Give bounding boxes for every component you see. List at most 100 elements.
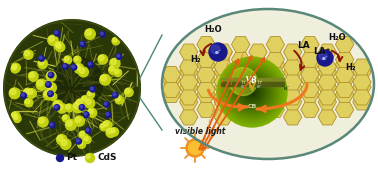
Circle shape [113,93,116,96]
Circle shape [46,82,51,87]
Polygon shape [335,37,354,53]
Polygon shape [266,57,285,72]
Polygon shape [197,82,215,97]
Polygon shape [301,66,319,82]
Circle shape [237,77,267,107]
Circle shape [65,119,76,130]
Circle shape [74,63,84,73]
Circle shape [109,66,114,71]
Circle shape [250,90,254,94]
Circle shape [39,56,42,59]
Circle shape [88,109,93,114]
Circle shape [100,74,110,85]
Circle shape [82,96,86,101]
Circle shape [46,83,56,93]
Polygon shape [284,59,302,75]
Circle shape [110,58,120,69]
Circle shape [11,65,19,73]
Circle shape [245,85,259,99]
Polygon shape [318,94,336,110]
Circle shape [27,89,36,98]
Text: e⁻: e⁻ [215,49,221,55]
Circle shape [24,50,33,59]
Circle shape [81,96,90,104]
Circle shape [38,59,47,69]
Circle shape [115,96,123,104]
Circle shape [57,104,67,113]
Circle shape [25,99,30,104]
Circle shape [84,136,91,143]
Circle shape [66,105,70,109]
Circle shape [221,61,283,123]
Circle shape [54,101,59,106]
Polygon shape [318,89,336,105]
Circle shape [55,105,57,108]
Ellipse shape [162,9,374,159]
Text: H₂: H₂ [346,64,356,72]
Circle shape [86,154,90,159]
Polygon shape [266,72,285,88]
Polygon shape [249,44,267,60]
Circle shape [189,141,201,155]
Circle shape [80,105,82,108]
Circle shape [55,31,58,34]
Circle shape [9,88,20,99]
Polygon shape [214,44,232,60]
Circle shape [248,88,256,96]
Circle shape [85,98,95,108]
Polygon shape [284,64,302,80]
Circle shape [232,72,272,112]
Polygon shape [180,89,198,105]
Circle shape [240,80,264,104]
Polygon shape [249,64,267,80]
Polygon shape [197,101,215,117]
Circle shape [224,64,280,120]
Circle shape [84,112,89,117]
Circle shape [76,139,79,142]
Circle shape [219,59,285,125]
Circle shape [48,92,51,94]
Circle shape [39,60,44,65]
Circle shape [85,128,91,133]
Circle shape [47,83,53,89]
Polygon shape [231,57,250,72]
Circle shape [50,122,55,128]
Circle shape [74,116,84,126]
Text: visible light: visible light [175,128,225,137]
Polygon shape [318,74,336,90]
Circle shape [53,100,63,110]
Circle shape [100,31,105,37]
Text: e⁻: e⁻ [322,55,328,61]
Circle shape [57,135,63,141]
Circle shape [239,79,265,105]
Circle shape [76,139,82,144]
Polygon shape [162,82,181,97]
Circle shape [54,30,60,36]
Polygon shape [301,57,319,72]
Circle shape [84,113,87,115]
Polygon shape [301,37,319,53]
Polygon shape [318,64,336,80]
Circle shape [85,154,94,163]
Polygon shape [214,64,232,80]
Circle shape [111,59,116,65]
Circle shape [104,121,108,126]
Circle shape [46,71,56,81]
Circle shape [115,70,119,74]
Circle shape [76,100,82,106]
Circle shape [38,117,48,127]
Circle shape [63,64,68,69]
Polygon shape [353,59,371,75]
Polygon shape [353,94,371,110]
Circle shape [10,89,16,95]
Circle shape [50,123,53,126]
Circle shape [236,76,268,108]
Polygon shape [335,82,354,97]
Polygon shape [335,101,354,117]
Circle shape [249,89,255,95]
Text: CB: CB [247,104,257,108]
Circle shape [86,128,89,131]
Circle shape [28,89,33,94]
Polygon shape [335,66,354,82]
Text: e⁻: e⁻ [249,83,255,89]
